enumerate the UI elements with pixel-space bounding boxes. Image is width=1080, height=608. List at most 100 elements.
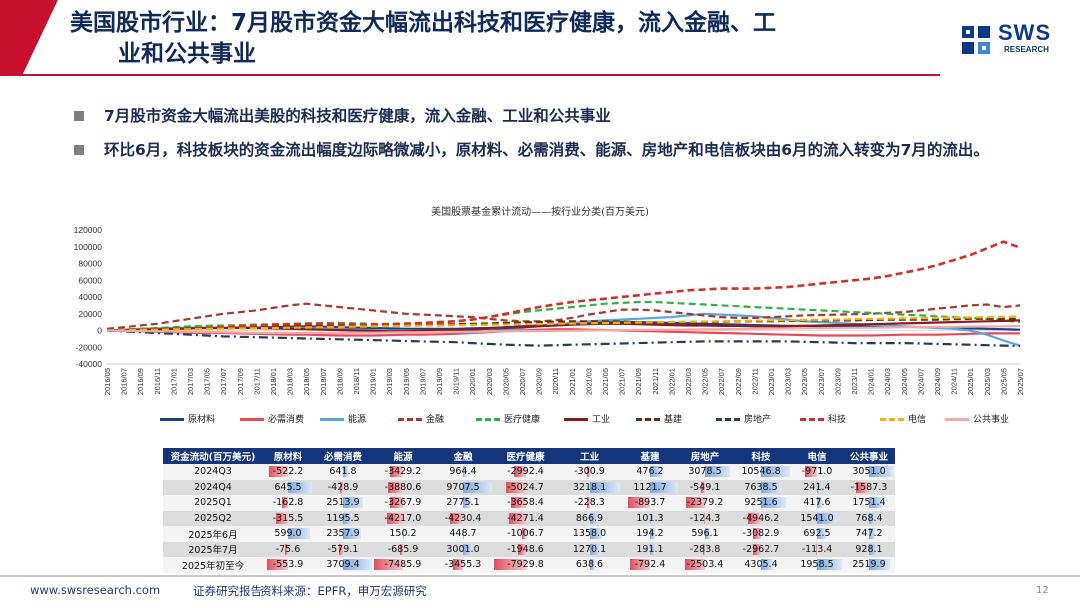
cell-value: 692.5 xyxy=(803,528,831,540)
positive-data-bar xyxy=(869,543,877,555)
cell-value: 641.8 xyxy=(329,466,357,478)
table-cell: -3880.6 xyxy=(373,479,433,495)
negative-data-bar xyxy=(390,497,403,508)
table-cell: -4217.0 xyxy=(373,510,433,526)
x-tick-label: 2021/05 xyxy=(601,368,610,395)
cell-value: 10546.8 xyxy=(741,466,781,478)
x-tick-label: 2017/05 xyxy=(203,368,212,395)
table-cell: 747.2 xyxy=(843,526,895,542)
cell-value: 4305.4 xyxy=(744,559,778,571)
x-tick-label: 2020/05 xyxy=(501,368,510,395)
cell-value: -4230.4 xyxy=(444,512,482,524)
y-tick-label: -40000 xyxy=(76,359,103,369)
cell-value: 1121.7 xyxy=(633,481,667,493)
negative-data-bar xyxy=(285,543,288,555)
positive-data-bar xyxy=(817,528,826,539)
footer-url[interactable]: www.swsresearch.com xyxy=(30,583,161,597)
legend-label: 原材料 xyxy=(188,415,216,425)
cell-value: 1751.4 xyxy=(852,497,886,509)
cell-value: -1006.7 xyxy=(507,528,544,540)
table-header-cell: 工业 xyxy=(558,448,621,464)
cell-value: -4217.0 xyxy=(384,512,422,524)
x-tick-label: 2023/09 xyxy=(833,368,842,395)
positive-data-bar xyxy=(869,512,876,524)
x-tick-label: 2023/01 xyxy=(767,368,776,395)
positive-data-bar xyxy=(869,528,876,539)
x-tick-label: 2018/11 xyxy=(352,368,361,395)
cell-value: 448.7 xyxy=(449,528,477,540)
table-header-cell: 能源 xyxy=(373,448,433,464)
table-row: 2025年初至今 -553.9 3709.4 -7485.9 -3455.3 -7929.… xyxy=(163,557,895,573)
table-cell: -4230.4 xyxy=(433,510,493,526)
legend-item: 公共事业 xyxy=(945,412,1009,425)
table-header-cell: 必需消费 xyxy=(313,448,373,464)
cell-value: 3001.0 xyxy=(446,543,480,555)
table-cell: 1270.1 xyxy=(558,541,621,557)
x-tick-label: 2024/11 xyxy=(950,368,959,395)
cell-value: 476.2 xyxy=(636,466,664,478)
cell-value: 645.5 xyxy=(274,481,302,493)
table-cell: 596.1 xyxy=(679,526,731,542)
positive-data-bar xyxy=(650,481,678,493)
x-tick-label: 2019/09 xyxy=(435,368,444,395)
table-cell: 4305.4 xyxy=(731,557,791,573)
cell-value: 638.6 xyxy=(575,559,604,571)
table-cell: -1948.6 xyxy=(493,541,558,557)
legend-label: 工业 xyxy=(592,415,611,425)
x-tick-label: 2017/01 xyxy=(169,368,178,395)
row-label: 2025年6月 xyxy=(163,526,263,542)
x-tick-label: 2018/05 xyxy=(302,368,311,395)
y-tick-label: 100000 xyxy=(74,242,103,252)
positive-data-bar xyxy=(589,559,596,570)
legend-swatch xyxy=(398,418,422,421)
positive-data-bar xyxy=(817,512,837,524)
table-header-cell: 公共事业 xyxy=(843,448,895,464)
table-cell: -4946.2 xyxy=(731,510,791,526)
table-cell: 1195.5 xyxy=(313,510,373,526)
table-cell: -2379.2 xyxy=(679,495,731,511)
table-cell: 3051.0 xyxy=(843,464,895,480)
table-cell: -3429.2 xyxy=(373,464,433,480)
cell-value: -3082.9 xyxy=(742,528,780,540)
legend-item: 科技 xyxy=(800,412,846,425)
cell-value: -428.9 xyxy=(327,481,359,493)
table-cell: 3218.1 xyxy=(558,479,621,495)
cell-value: 866.9 xyxy=(575,512,604,524)
negative-data-bar xyxy=(815,543,817,555)
negative-data-bar xyxy=(804,466,817,477)
table-cell: 1121.7 xyxy=(621,479,679,495)
positive-data-bar xyxy=(705,528,710,539)
cell-value: 2513.9 xyxy=(326,497,360,509)
negative-data-bar xyxy=(281,497,288,508)
legend-label: 公共事业 xyxy=(973,415,1010,425)
positive-data-bar xyxy=(589,512,598,524)
legend-swatch xyxy=(240,418,264,421)
legend-swatch xyxy=(476,418,500,421)
table-cell: 2519.9 xyxy=(843,557,895,573)
footer-source: 资料来源：EPFR，申万宏源研究 xyxy=(260,584,427,598)
cell-value: 3078.5 xyxy=(688,466,722,478)
table-cell: 638.6 xyxy=(558,557,621,573)
table-cell: -522.2 xyxy=(263,464,313,480)
legend-item: 医疗健康 xyxy=(476,412,540,425)
cell-value: -2379.2 xyxy=(686,497,724,509)
cell-value: 3051.0 xyxy=(852,466,886,478)
cell-value: 2357.9 xyxy=(326,528,360,540)
x-tick-label: 2025/01 xyxy=(966,368,975,395)
legend-item: 能源 xyxy=(320,412,366,425)
table-cell: 241.4 xyxy=(791,479,843,495)
table-row: 2024Q4 645.5 -428.9 -3880.6 9707.5 -5024.7 321… xyxy=(163,479,895,495)
table-cell: 599.0 xyxy=(263,526,313,542)
positive-data-bar xyxy=(403,528,404,539)
negative-data-bar xyxy=(388,481,403,493)
positive-data-bar xyxy=(650,512,653,524)
table-cell: 150.2 xyxy=(373,526,433,542)
cell-value: 928.1 xyxy=(855,543,883,555)
positive-data-bar xyxy=(589,528,603,539)
x-tick-label: 2017/09 xyxy=(236,368,245,395)
cell-value: 9251.6 xyxy=(744,497,778,509)
negative-data-bar xyxy=(268,466,288,477)
x-tick-label: 2025/07 xyxy=(1016,368,1025,395)
cell-value: -685.9 xyxy=(387,543,419,555)
table-cell: 3078.5 xyxy=(679,464,731,480)
